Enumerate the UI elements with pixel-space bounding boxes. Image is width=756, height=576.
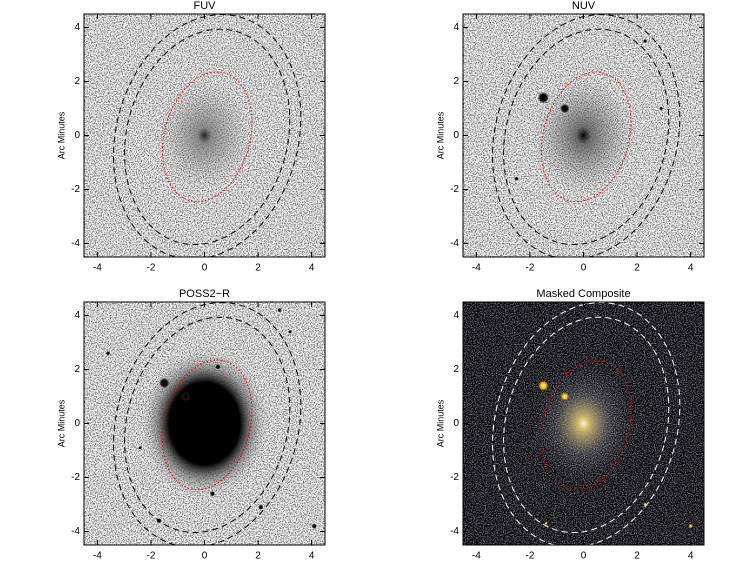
x-tick-label: 2 bbox=[634, 551, 640, 562]
panel-title: POSS2−R bbox=[179, 288, 230, 300]
x-tick-label: -2 bbox=[146, 551, 155, 562]
star bbox=[560, 392, 570, 401]
x-tick-label: -4 bbox=[472, 263, 481, 274]
x-tick-label: 2 bbox=[634, 263, 640, 274]
outer-ellipse bbox=[492, 14, 681, 257]
y-tick-label: 0 bbox=[453, 418, 459, 429]
x-tick-label: 0 bbox=[202, 263, 208, 274]
star bbox=[215, 364, 221, 370]
y-tick-label: 0 bbox=[74, 418, 80, 429]
star bbox=[181, 391, 191, 402]
outer-ellipse bbox=[503, 28, 670, 246]
star bbox=[514, 176, 519, 181]
x-tick-label: 4 bbox=[688, 551, 694, 562]
x-tick-label: 4 bbox=[309, 551, 315, 562]
galaxy bbox=[532, 76, 635, 195]
y-axis-label: Arc Minutes bbox=[56, 111, 66, 159]
outer-ellipse bbox=[124, 28, 291, 246]
panel-title: NUV bbox=[572, 0, 596, 12]
panel: -4 -2 0 2 4 -4 -2 0 2 4 NUV Arc Minutes bbox=[435, 0, 705, 274]
x-tick-label: 0 bbox=[202, 551, 208, 562]
x-tick-label: 4 bbox=[309, 263, 315, 274]
y-tick-label: -4 bbox=[71, 238, 80, 249]
star bbox=[659, 106, 664, 111]
x-tick-label: 0 bbox=[581, 551, 587, 562]
y-tick-label: 4 bbox=[453, 310, 459, 321]
x-tick-label: 0 bbox=[581, 263, 587, 274]
x-tick-label: 2 bbox=[255, 263, 261, 274]
star bbox=[537, 91, 550, 104]
y-tick-label: 2 bbox=[453, 364, 459, 375]
y-tick-label: 2 bbox=[74, 76, 80, 87]
star bbox=[537, 380, 549, 392]
star bbox=[105, 351, 111, 356]
y-tick-label: -4 bbox=[450, 526, 459, 537]
galaxy bbox=[140, 348, 269, 499]
panel: -4 -2 0 2 4 -4 -2 0 2 4 FUV Arc Minutes bbox=[56, 0, 326, 274]
outer-ellipse bbox=[503, 316, 670, 534]
star bbox=[559, 103, 570, 114]
star bbox=[311, 523, 317, 529]
x-tick-label: -2 bbox=[525, 551, 534, 562]
outer-ellipse bbox=[113, 302, 302, 545]
aperture-ellipse bbox=[161, 359, 253, 491]
galaxy bbox=[156, 79, 253, 192]
galaxy bbox=[529, 361, 638, 486]
star bbox=[544, 521, 548, 526]
y-tick-label: 4 bbox=[453, 22, 459, 33]
y-tick-label: 2 bbox=[74, 364, 80, 375]
image bbox=[84, 14, 325, 257]
star bbox=[642, 38, 648, 44]
y-tick-label: -4 bbox=[450, 238, 459, 249]
y-tick-label: 4 bbox=[74, 310, 80, 321]
x-tick-label: -2 bbox=[525, 263, 534, 274]
outer-ellipse bbox=[492, 302, 681, 545]
x-tick-label: -4 bbox=[472, 551, 481, 562]
y-tick-label: -2 bbox=[71, 472, 80, 483]
panel: -4 -2 0 2 4 -4 -2 0 2 4 POSS2−R Arc Minutes bbox=[56, 288, 326, 562]
x-tick-label: 2 bbox=[255, 551, 261, 562]
y-tick-label: 4 bbox=[74, 22, 80, 33]
y-axis-label: Arc Minutes bbox=[435, 111, 445, 159]
y-tick-label: -4 bbox=[71, 526, 80, 537]
aperture-ellipse bbox=[540, 71, 632, 203]
image bbox=[463, 14, 704, 257]
x-tick-label: 4 bbox=[688, 263, 694, 274]
panel-title: FUV bbox=[194, 0, 217, 12]
x-tick-label: -4 bbox=[93, 551, 102, 562]
star bbox=[277, 307, 282, 313]
x-tick-label: -4 bbox=[93, 263, 102, 274]
panel-title: Masked Composite bbox=[536, 288, 630, 300]
image bbox=[463, 302, 704, 545]
y-axis-label: Arc Minutes bbox=[56, 399, 66, 447]
y-tick-label: 2 bbox=[453, 76, 459, 87]
y-tick-label: 0 bbox=[453, 130, 459, 141]
aperture-ellipse bbox=[161, 71, 253, 203]
star bbox=[288, 329, 293, 334]
panel: -4 -2 0 2 4 -4 -2 0 2 4 Masked Composite Arc Minute… bbox=[435, 288, 705, 562]
star bbox=[688, 523, 693, 529]
star bbox=[209, 491, 216, 497]
image bbox=[84, 302, 325, 545]
x-tick-label: -2 bbox=[146, 263, 155, 274]
y-tick-label: -2 bbox=[450, 184, 459, 195]
star bbox=[138, 445, 143, 450]
y-tick-label: -2 bbox=[450, 472, 459, 483]
outer-ellipse bbox=[113, 14, 302, 257]
aperture-ellipse bbox=[540, 359, 632, 491]
y-axis-label: Arc Minutes bbox=[435, 399, 445, 447]
y-tick-label: -2 bbox=[71, 184, 80, 195]
star bbox=[258, 504, 264, 510]
y-tick-label: 0 bbox=[74, 130, 80, 141]
star bbox=[158, 377, 170, 389]
